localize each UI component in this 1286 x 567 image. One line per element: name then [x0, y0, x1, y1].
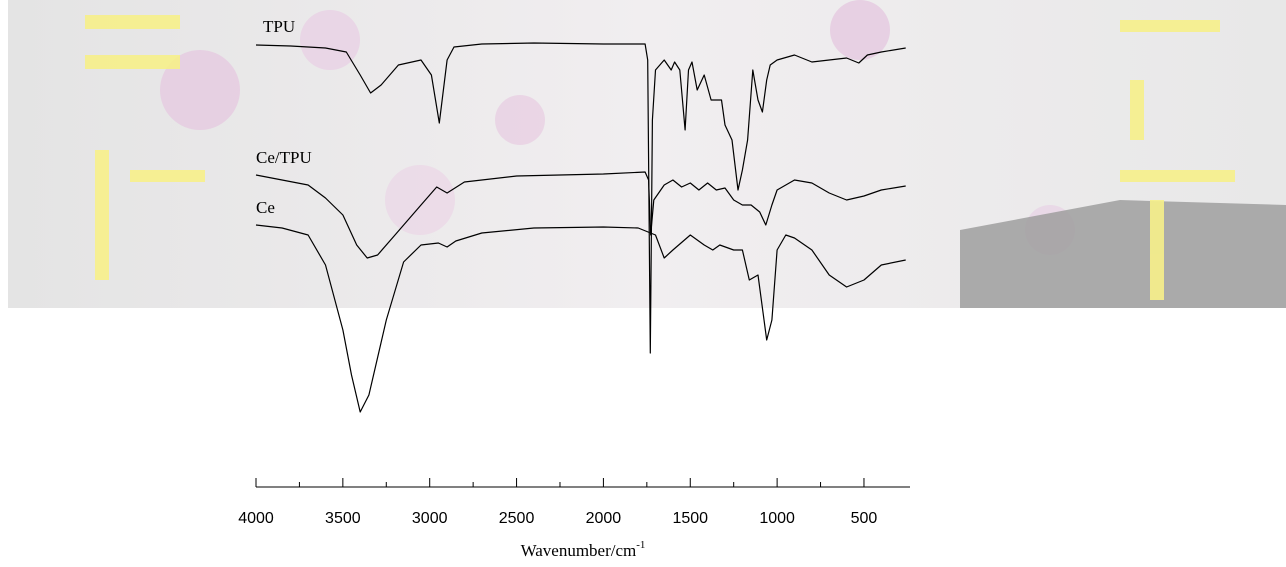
x-tick-label: 1000: [759, 510, 795, 527]
x-axis-label-text: Wavenumber/cm: [521, 541, 637, 560]
series-label: Ce: [256, 198, 275, 217]
x-axis-label: Wavenumber/cm-1: [521, 539, 646, 560]
x-tick-label: 500: [851, 510, 878, 527]
x-tick-label: 3000: [412, 510, 448, 527]
spectrum-line: [255, 42, 906, 354]
x-tick-label: 3500: [325, 510, 361, 527]
x-tick-label: 1500: [672, 510, 708, 527]
spectrum-line: [255, 224, 906, 413]
x-tick-label: 4000: [238, 510, 274, 527]
x-tick-label: 2000: [586, 510, 622, 527]
background-photo: [8, 0, 1286, 308]
series-label: TPU: [263, 17, 295, 36]
spectrum-line: [255, 171, 906, 259]
x-axis-label-sup: -1: [636, 539, 645, 551]
x-tick-label: 2500: [499, 510, 535, 527]
series-label: Ce/TPU: [256, 148, 312, 167]
